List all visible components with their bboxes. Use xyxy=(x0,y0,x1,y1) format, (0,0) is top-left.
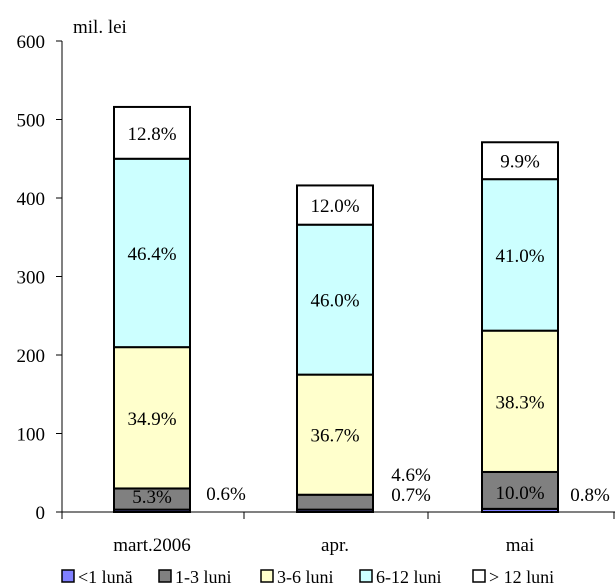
data-label: 12.8% xyxy=(127,124,176,145)
bar-segment xyxy=(481,470,559,510)
y-tick-label: 400 xyxy=(17,189,46,210)
y-tick-label: 300 xyxy=(17,268,46,289)
data-label: 38.3% xyxy=(495,392,544,413)
data-label: 36.7% xyxy=(310,426,359,447)
data-label: 46.4% xyxy=(127,244,176,265)
bar-segment xyxy=(481,178,559,332)
legend-label: 1-3 luni xyxy=(175,567,232,587)
legend-label: 6-12 luni xyxy=(376,567,442,587)
bar-segment xyxy=(296,184,374,226)
y-tick-label: 600 xyxy=(17,32,46,53)
data-label: 0.7% xyxy=(391,485,431,506)
legend-swatch xyxy=(158,569,172,583)
data-label: 5.3% xyxy=(132,487,172,508)
bar-segment xyxy=(296,493,374,511)
data-label: 4.6% xyxy=(391,465,431,486)
x-category-label: mart.2006 xyxy=(113,535,191,556)
data-label: 0.6% xyxy=(206,484,246,505)
data-label: 10.0% xyxy=(495,483,544,504)
y-axis-label: mil. lei xyxy=(73,17,127,38)
bar-segment xyxy=(481,329,559,473)
legend-swatch xyxy=(472,569,486,583)
legend-label: > 12 luni xyxy=(489,567,554,587)
legend-label: 3-6 luni xyxy=(277,567,334,587)
legend-label: <1 lună xyxy=(78,567,133,587)
data-label: 46.0% xyxy=(310,291,359,312)
bar-segment xyxy=(296,373,374,496)
legend-swatch xyxy=(260,569,274,583)
bar-segment xyxy=(296,223,374,376)
bar-segment xyxy=(113,105,191,160)
data-label: 12.0% xyxy=(310,196,359,217)
legend-swatch xyxy=(359,569,373,583)
legend-swatch xyxy=(61,569,75,583)
y-tick-label: 500 xyxy=(17,111,46,132)
x-category-label: apr. xyxy=(321,535,349,556)
data-label: 41.0% xyxy=(495,246,544,267)
y-tick-label: 200 xyxy=(17,346,46,367)
bar-segment xyxy=(481,141,559,181)
x-category-label: mai xyxy=(506,535,535,556)
data-label: 9.9% xyxy=(500,152,540,173)
bar-segment xyxy=(113,157,191,349)
y-tick-label: 100 xyxy=(17,425,46,446)
y-tick-label: 0 xyxy=(36,503,46,524)
data-label: 0.8% xyxy=(570,485,610,506)
data-label: 34.9% xyxy=(127,409,176,430)
